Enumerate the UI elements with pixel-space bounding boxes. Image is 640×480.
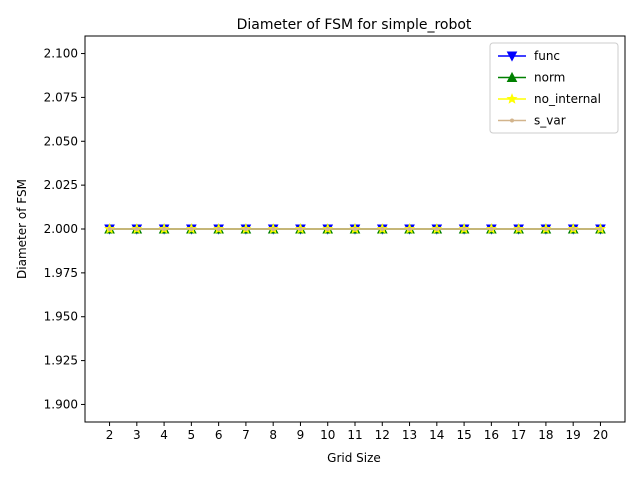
data-point	[380, 227, 385, 231]
x-tick-label: 17	[511, 428, 526, 442]
y-tick-label: 1.925	[44, 354, 78, 368]
legend-marker	[506, 51, 518, 62]
x-tick-label: 14	[429, 428, 444, 442]
data-point	[489, 227, 494, 231]
x-tick-label: 10	[320, 428, 335, 442]
data-point	[107, 227, 112, 231]
y-tick-label: 2.050	[44, 134, 78, 148]
y-tick-label: 1.950	[44, 310, 78, 324]
y-tick-label: 2.025	[44, 178, 78, 192]
data-point	[271, 227, 276, 231]
data-point	[543, 227, 548, 231]
x-tick-label: 7	[242, 428, 250, 442]
x-tick-label: 2	[106, 428, 114, 442]
y-axis: 1.900 1.925 1.950 1.975 2.000 2.025 2.050 2.075…	[44, 47, 85, 411]
data-point	[516, 227, 521, 231]
data-point	[434, 227, 439, 231]
y-tick-label: 2.000	[44, 222, 78, 236]
x-tick-label: 20	[593, 428, 608, 442]
data-point	[298, 227, 303, 231]
x-tick-label: 3	[133, 428, 141, 442]
y-tick-label: 2.100	[44, 47, 78, 61]
x-tick-label: 19	[566, 428, 581, 442]
legend-label: no_internal	[534, 92, 601, 106]
x-tick-label: 9	[297, 428, 305, 442]
y-tick-label: 1.900	[44, 397, 78, 411]
data-point	[325, 227, 330, 231]
x-tick-label: 12	[375, 428, 390, 442]
data-point	[189, 227, 194, 231]
legend-item-s_var: s_var	[498, 114, 566, 128]
x-tick-label: 4	[160, 428, 168, 442]
data-point	[353, 227, 357, 231]
x-axis: 2 3 4 5 6 7 8 9 10 11 12 13 14 15 16 17 18 19 20	[106, 422, 608, 442]
x-tick-label: 6	[215, 428, 223, 442]
x-tick-label: 15	[456, 428, 471, 442]
legend: func norm no_internal s_var	[489, 42, 619, 134]
legend-label: s_var	[534, 114, 566, 128]
x-tick-label: 5	[188, 428, 196, 442]
legend-label: func	[534, 49, 560, 63]
data-point	[571, 227, 576, 231]
x-tick-label: 8	[269, 428, 277, 442]
x-tick-label: 11	[347, 428, 362, 442]
legend-label: norm	[534, 71, 565, 85]
legend-marker	[506, 71, 518, 82]
x-tick-label: 18	[538, 428, 553, 442]
data-point	[243, 227, 248, 231]
legend-item-norm: norm	[498, 71, 565, 85]
chart-title: Diameter of FSM for simple_robot	[237, 17, 472, 33]
series-s_var	[107, 227, 603, 231]
plot-area	[104, 223, 606, 235]
data-point	[162, 227, 167, 231]
x-axis-label: Grid Size	[327, 451, 381, 465]
y-axis-label: Diameter of FSM	[15, 179, 29, 279]
x-tick-label: 16	[484, 428, 499, 442]
legend-item-no_internal: no_internal	[498, 92, 601, 106]
y-tick-label: 2.075	[44, 90, 78, 104]
legend-box	[489, 42, 619, 134]
x-tick-label: 13	[402, 428, 417, 442]
legend-item-func: func	[498, 49, 560, 63]
legend-marker	[510, 118, 514, 123]
data-point	[216, 227, 221, 231]
data-point	[134, 227, 139, 231]
legend-marker	[506, 93, 518, 104]
data-point	[598, 227, 603, 231]
y-tick-label: 1.975	[44, 266, 78, 280]
data-point	[407, 227, 412, 231]
data-point	[462, 227, 467, 231]
